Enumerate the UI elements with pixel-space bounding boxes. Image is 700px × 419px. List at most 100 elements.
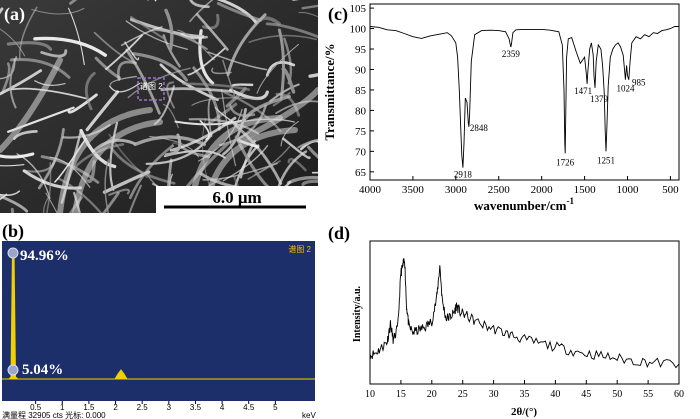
ftir-x-axis-label: wavenumber/cm-1 xyxy=(474,196,574,213)
eds-x-tick-label: 5 xyxy=(273,403,278,412)
ftir-y-tick-label: 105 xyxy=(350,3,367,15)
ftir-x-tick-label: 2000 xyxy=(531,184,554,196)
sem-fiber xyxy=(40,49,68,58)
xrd-y-axis-label: Intensity/a.u. xyxy=(352,285,363,342)
sem-fiber xyxy=(109,121,119,191)
xrd-x-axis-label: 2θ/(°) xyxy=(511,406,537,418)
sem-fiber-bundle xyxy=(237,87,318,143)
panel-a-label: (a) xyxy=(4,4,25,25)
sem-fiber xyxy=(0,69,43,96)
xrd-x-tick-label: 55 xyxy=(643,389,653,400)
sem-fiber xyxy=(9,56,18,109)
eds-x-tick-label: 3.5 xyxy=(190,403,202,412)
sem-fiber xyxy=(256,43,299,94)
ftir-plot-frame xyxy=(369,3,680,181)
xrd-x-tick-label: 50 xyxy=(612,389,622,400)
sem-fiber xyxy=(133,135,206,147)
sem-fiber xyxy=(195,13,229,51)
sem-fiber xyxy=(67,93,98,114)
xrd-x-tick-label: 20 xyxy=(427,389,437,400)
sem-fiber xyxy=(228,103,256,117)
sem-fiber xyxy=(19,6,38,59)
ftir-x-tick-label: 1000 xyxy=(617,184,640,196)
sem-fiber xyxy=(45,161,52,213)
peak1-percent: 94.96% xyxy=(20,248,69,264)
eds-status-text: 满量程 32905 cts 光标: 0.000 xyxy=(2,410,106,419)
eds-x-tick-label: 4.5 xyxy=(243,403,255,412)
sem-fiber xyxy=(45,192,58,213)
panel-b-label: (b) xyxy=(2,221,24,242)
ftir-peak-label: 1471 xyxy=(574,86,592,96)
sem-fiber xyxy=(109,82,141,93)
sem-fiber xyxy=(108,188,130,196)
eds-x-tick-label: 3 xyxy=(167,403,172,412)
sem-fiber xyxy=(125,48,161,115)
sem-fiber xyxy=(231,83,254,87)
ftir-y-tick-label: 65 xyxy=(355,167,367,179)
ftir-y-tick-label: 70 xyxy=(355,146,367,158)
sem-fiber xyxy=(308,73,318,78)
sem-fiber xyxy=(202,13,220,30)
ftir-peak-label: 985 xyxy=(632,78,646,88)
ftir-x-tick-label: 3500 xyxy=(402,184,425,196)
ftir-y-tick-label: 80 xyxy=(355,105,367,117)
sem-fiber xyxy=(151,28,208,50)
ftir-x-tick-label: 2500 xyxy=(488,184,511,196)
ftir-y-tick-label: 100 xyxy=(350,24,367,36)
sem-fiber xyxy=(105,34,143,71)
scale-bar-label: 6.0 μm xyxy=(212,188,261,207)
sem-fiber xyxy=(31,7,85,15)
eds-x-tick-label: 0.5 xyxy=(30,403,42,412)
sem-fiber xyxy=(272,92,291,107)
ftir-peak-label: 1379 xyxy=(590,94,609,104)
sem-background xyxy=(0,0,318,213)
sem-fiber xyxy=(127,67,191,99)
sem-fiber xyxy=(162,103,179,129)
sem-fiber xyxy=(301,179,318,186)
sem-fiber xyxy=(223,91,282,133)
ftir-y-axis-label: Transmittance/% xyxy=(322,43,337,140)
sem-fiber xyxy=(216,1,263,22)
spectrum-tag-overlay: 谱图 2 xyxy=(140,81,163,91)
ftir-x-axis-label-main: wavenumber/cm xyxy=(474,198,567,213)
eds-x-tick-label: 1.5 xyxy=(83,403,95,412)
xrd-x-tick-label: 30 xyxy=(489,389,499,400)
xrd-x-tick-label: 15 xyxy=(396,389,406,400)
ftir-peak-label: 2918 xyxy=(454,170,473,180)
ftir-x-tick-label: 4000 xyxy=(359,184,382,196)
eds-x-tick-label: 2 xyxy=(113,403,118,412)
sem-fiber xyxy=(192,66,221,131)
sem-fiber xyxy=(130,15,166,40)
sem-fiber xyxy=(0,62,11,95)
sem-fiber xyxy=(164,8,174,52)
sem-fiber xyxy=(69,0,78,5)
xrd-x-tick-label: 10 xyxy=(365,389,375,400)
sem-fiber xyxy=(104,159,110,213)
sem-fiber xyxy=(281,67,296,94)
eds-spectrum-panel: (b) 谱图 2 94.96% 5.04% 0.5 1 1.5 2 2.5 3 3.5 4 4.… xyxy=(0,219,318,419)
sem-fiber-bundle xyxy=(57,107,153,213)
sem-fiber xyxy=(0,28,26,57)
xrd-x-tick-label: 35 xyxy=(520,389,530,400)
ftir-series-line xyxy=(369,26,679,168)
sem-fiber-bundle xyxy=(0,57,63,153)
sem-fiber xyxy=(222,145,269,182)
sem-fiber xyxy=(124,41,140,61)
ftir-peak-label: 2359 xyxy=(502,49,521,59)
sem-fiber xyxy=(72,143,125,171)
sem-fiber xyxy=(0,193,8,201)
panel-d-label: (d) xyxy=(328,223,350,244)
sem-micrograph: 谱图 2 6.0 μm (a) xyxy=(0,0,318,213)
xrd-x-tick-label: 60 xyxy=(674,389,684,400)
sem-fiber-texture xyxy=(0,0,318,213)
sem-fiber xyxy=(180,33,208,40)
sem-fiber xyxy=(265,61,296,77)
xrd-x-tick-label: 25 xyxy=(458,389,468,400)
xrd-x-tick-label: 40 xyxy=(550,389,560,400)
ftir-x-axis-label-sup: -1 xyxy=(566,196,574,206)
sem-fiber xyxy=(220,89,237,167)
sem-fiber xyxy=(0,164,25,167)
sem-fiber xyxy=(202,162,278,181)
ftir-peak-label: 1251 xyxy=(597,155,615,165)
ftir-x-tick-label: 3000 xyxy=(445,184,468,196)
